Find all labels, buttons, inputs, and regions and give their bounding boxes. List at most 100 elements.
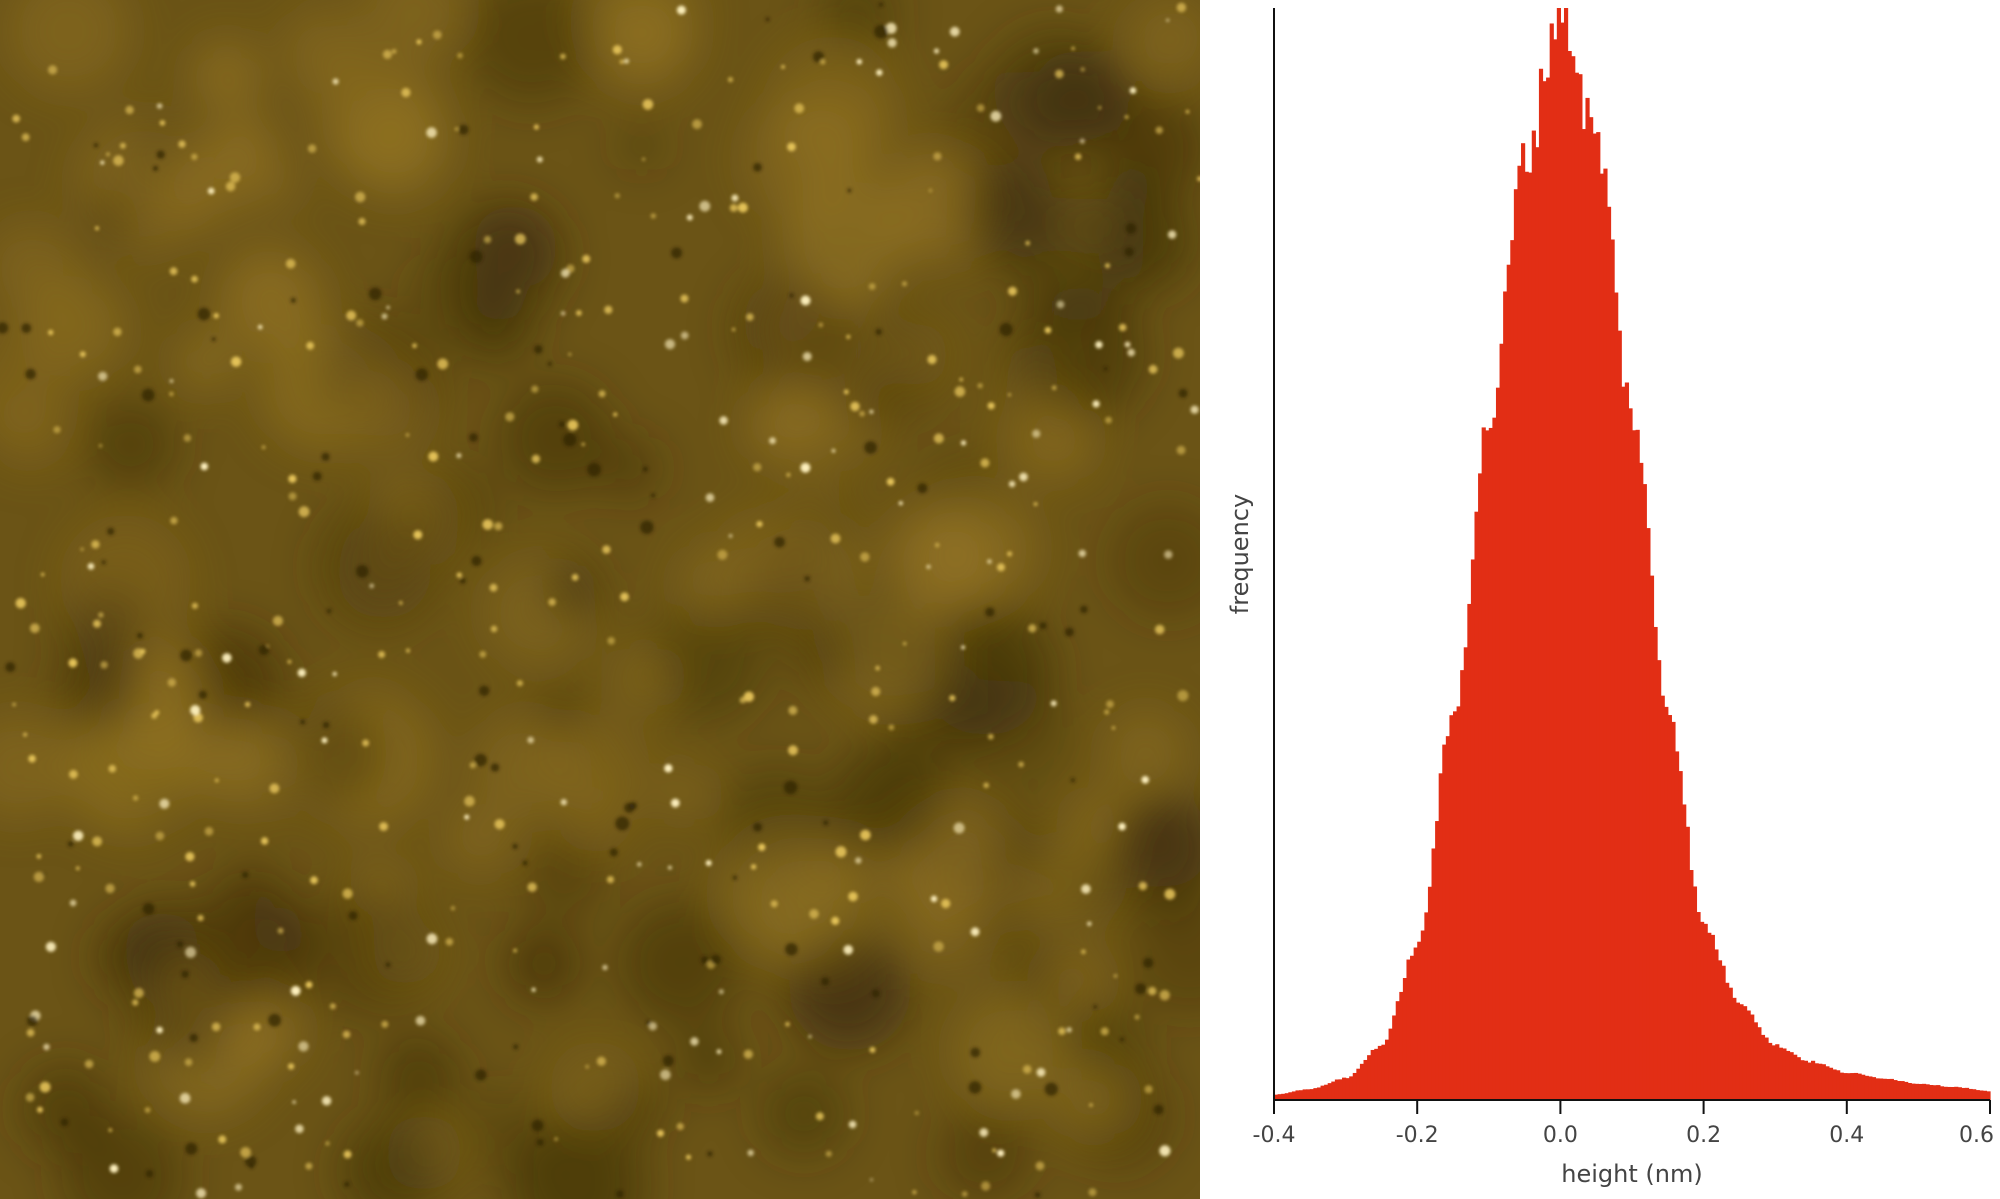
histogram-bar [1506, 264, 1511, 1101]
afm-texture [0, 0, 1200, 1199]
histogram-bar [1846, 1073, 1851, 1100]
histogram-bar [1499, 343, 1504, 1100]
histogram-bar [1617, 330, 1622, 1100]
histogram-bar [1571, 56, 1576, 1101]
histogram-bar [1524, 171, 1529, 1100]
histogram-bar [1979, 1090, 1984, 1100]
histogram-bar [1732, 997, 1737, 1100]
histogram-bar [1596, 132, 1601, 1101]
histogram-bar [1660, 695, 1665, 1100]
histogram-bar [1692, 886, 1698, 1100]
histogram-bar [1807, 1062, 1812, 1100]
histogram-bar [1538, 68, 1544, 1100]
x-tick-label: 0.0 [1543, 1123, 1578, 1148]
histogram-bar [1420, 930, 1425, 1100]
histogram-bar [1667, 715, 1672, 1100]
histogram-bar [1889, 1078, 1894, 1100]
histogram-bar [1367, 1055, 1372, 1100]
histogram-bar [1495, 387, 1501, 1100]
histogram-bar [1696, 912, 1701, 1100]
x-axis-title: height (nm) [1561, 1160, 1702, 1188]
histogram-bar [1850, 1073, 1855, 1100]
histogram-bar [1581, 129, 1587, 1101]
histogram-bar [1857, 1073, 1862, 1100]
histogram-bar [1707, 932, 1712, 1100]
histogram-bar [1331, 1081, 1336, 1100]
histogram-bar [1531, 130, 1536, 1100]
histogram-bar [1610, 239, 1615, 1101]
histogram-bar [1474, 511, 1479, 1100]
histogram-bar [1334, 1079, 1340, 1100]
histogram-bar [1563, 8, 1569, 1100]
histogram-bar [1836, 1070, 1841, 1100]
histogram-bar [1424, 912, 1429, 1100]
histogram-bar [1359, 1063, 1365, 1100]
histogram-bar [1768, 1042, 1773, 1100]
histogram-bar [1599, 173, 1604, 1100]
histogram-bar [1463, 647, 1468, 1100]
histogram-bar [1377, 1045, 1382, 1100]
afm-specks [0, 2, 1200, 1199]
histogram-bar [1578, 74, 1583, 1101]
histogram-bar [1760, 1034, 1766, 1100]
histogram-bar [1642, 484, 1647, 1101]
histogram-bar [1757, 1027, 1762, 1100]
histogram-bar [1481, 427, 1486, 1100]
histogram-bar [1492, 417, 1497, 1100]
x-tick-label: 0.6 [1959, 1123, 1994, 1148]
histogram-bar [1621, 386, 1626, 1100]
histogram-bar [1864, 1075, 1869, 1100]
histogram-bar [1560, 22, 1565, 1101]
histogram-bar [1875, 1078, 1880, 1100]
histogram-bar [1388, 1028, 1393, 1100]
histogram-bar [1284, 1093, 1289, 1100]
histogram-bar [1295, 1090, 1300, 1100]
histogram-bar [1435, 821, 1440, 1100]
histogram-bar [1349, 1076, 1354, 1100]
histogram-bar [1796, 1057, 1801, 1100]
histogram-bar [1721, 965, 1726, 1100]
histogram-bar [1374, 1048, 1379, 1100]
histogram-bar [1868, 1076, 1873, 1100]
histogram-bar [1961, 1087, 1966, 1100]
histogram-bar [1485, 430, 1490, 1100]
x-tick-label: -0.2 [1396, 1123, 1439, 1148]
histogram-bar [1585, 97, 1590, 1100]
histogram-bar [1316, 1087, 1322, 1100]
histogram-bar [1939, 1086, 1945, 1100]
histogram-bar [1803, 1060, 1809, 1100]
y-axis-title: frequency [1226, 494, 1254, 614]
histogram-bar [1900, 1081, 1905, 1100]
histogram-bar [1288, 1092, 1293, 1100]
histogram-bar [1986, 1091, 1991, 1100]
histogram-bars [1274, 8, 1991, 1101]
histogram-bar [1517, 165, 1522, 1100]
histogram-bar [1882, 1078, 1887, 1100]
histogram-bar [1728, 987, 1733, 1100]
histogram-bar [1281, 1093, 1286, 1100]
histogram-bar [1753, 1022, 1758, 1100]
histogram-bar [1528, 172, 1533, 1100]
x-tick-label: 0.2 [1686, 1123, 1721, 1148]
histogram-chart: -0.4 -0.2 0.0 0.2 0.4 0.6 height (nm) frequen… [1226, 8, 1994, 1188]
histogram-bar [1632, 430, 1637, 1100]
histogram-bar [1778, 1047, 1783, 1100]
histogram-bar [1442, 744, 1447, 1100]
histogram-bar [1445, 736, 1451, 1100]
histogram-bar [1356, 1068, 1361, 1100]
histogram-bar [1306, 1089, 1311, 1100]
histogram-bar [1302, 1089, 1307, 1100]
histogram-bar [1392, 1015, 1397, 1100]
histogram-bar [1324, 1084, 1329, 1100]
histogram-bar [1853, 1072, 1859, 1100]
histogram-bar [1742, 1006, 1748, 1100]
histogram-bar [1750, 1014, 1755, 1100]
histogram-bar [1513, 189, 1519, 1100]
histogram-bar [1653, 626, 1658, 1100]
histogram-bar [1542, 81, 1547, 1100]
histogram-bar [1589, 117, 1594, 1100]
histogram-bar [1764, 1037, 1769, 1100]
histogram-bar [1703, 923, 1708, 1100]
histogram-bar [1546, 77, 1551, 1100]
histogram-bar [1628, 408, 1633, 1101]
